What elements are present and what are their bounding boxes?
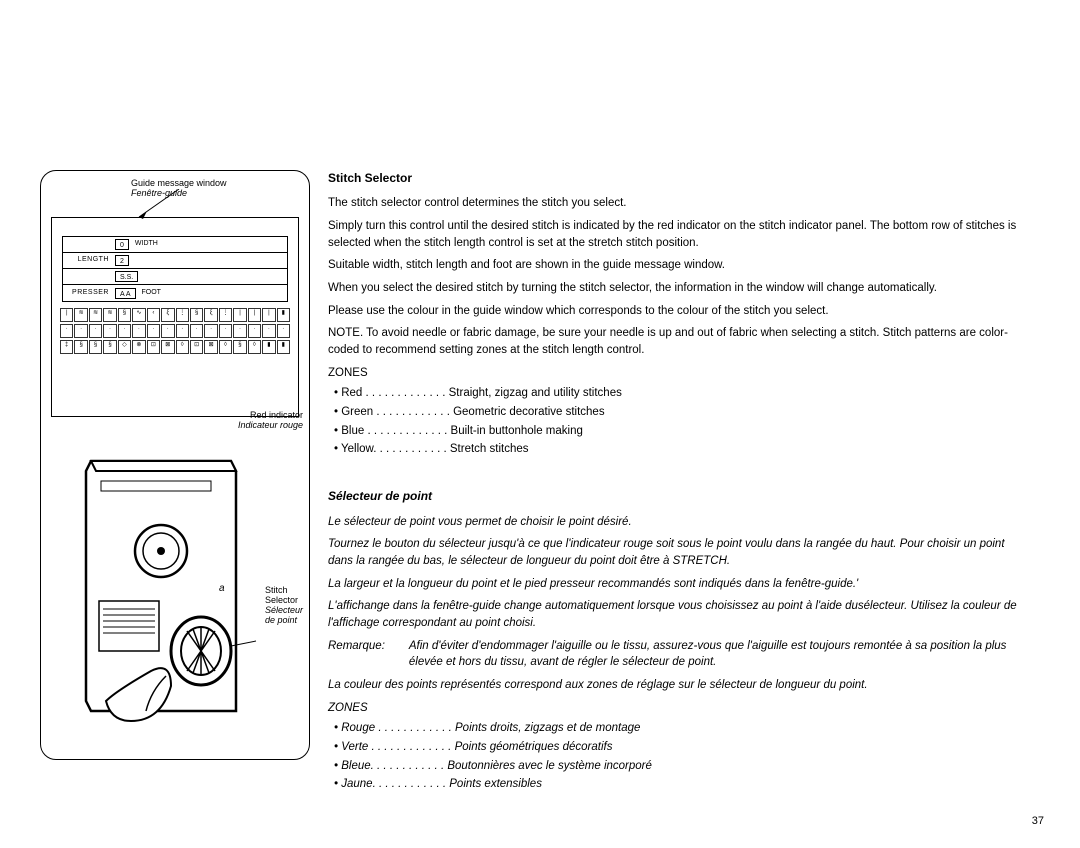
fr-zone-rouge: Rouge . . . . . . . . . . . . Points dro…: [334, 720, 1030, 737]
en-title: Stitch Selector: [328, 170, 1030, 187]
stitch-pattern-rows: |≋≋≋§∿‹ξ⋮§ξ⋮|||▮ ················ ‡§§§◇⊗…: [60, 308, 290, 354]
guide-message-en: Guide message window: [131, 178, 227, 188]
en-zones-header: ZONES: [328, 365, 1030, 382]
panel-row-width: 0WIDTH: [63, 237, 287, 253]
svg-text:a: a: [219, 583, 225, 594]
fr-p3: La largeur et la longueur du point et le…: [328, 576, 1030, 593]
guide-panel: 0WIDTH LENGTH2 S.S. PRESSERA AFOOT |≋≋≋§…: [51, 217, 299, 417]
fr-p5: La couleur des points représentés corres…: [328, 677, 1030, 694]
stitch-selector-fr: Sélecteurde point: [265, 605, 303, 625]
fr-zone-jaune: Jaune. . . . . . . . . . . . Points exte…: [334, 776, 1030, 793]
panel-row-length: LENGTH2: [63, 253, 287, 269]
fr-remark: Remarque: Afin d'éviter d'endommager l'a…: [328, 638, 1030, 671]
stitch-selector-en: StitchSelector: [265, 585, 298, 605]
en-p4: When you select the desired stitch by tu…: [328, 280, 1030, 297]
page-content: Guide message window Fenêtre-guide 0WIDT…: [40, 170, 1040, 795]
en-zone-yellow: Yellow. . . . . . . . . . . . Stretch st…: [334, 441, 1030, 458]
panel-row-ss: S.S.: [63, 269, 287, 285]
red-indicator-fr: Indicateur rouge: [238, 420, 303, 430]
page-number: 37: [1032, 814, 1044, 830]
en-p6: NOTE. To avoid needle or fabric damage, …: [328, 325, 1030, 358]
fr-zone-verte: Verte . . . . . . . . . . . . . Points g…: [334, 739, 1030, 756]
diagram-box: Guide message window Fenêtre-guide 0WIDT…: [40, 170, 310, 760]
stitch-selector-callout: StitchSelector Sélecteurde point: [265, 586, 303, 626]
en-p5: Please use the colour in the guide windo…: [328, 303, 1030, 320]
fr-zone-bleue: Bleue. . . . . . . . . . . . Boutonnière…: [334, 758, 1030, 775]
right-column: Stitch Selector The stitch selector cont…: [328, 170, 1040, 795]
en-zone-blue: Blue . . . . . . . . . . . . . Built-in …: [334, 423, 1030, 440]
fr-remark-label: Remarque:: [328, 638, 385, 671]
en-p2: Simply turn this control until the desir…: [328, 218, 1030, 251]
fr-p4: L'affichange dans la fenêtre-guide chang…: [328, 598, 1030, 631]
red-indicator-label: Red indicator Indicateur rouge: [238, 411, 303, 431]
en-zone-green: Green . . . . . . . . . . . . Geometric …: [334, 404, 1030, 421]
en-p3: Suitable width, stitch length and foot a…: [328, 257, 1030, 274]
leader-line-icon: [129, 189, 189, 219]
fr-remark-body: Afin d'éviter d'endommager l'aiguille ou…: [409, 638, 1030, 671]
left-column: Guide message window Fenêtre-guide 0WIDT…: [40, 170, 310, 795]
red-indicator-en: Red indicator: [250, 410, 303, 420]
panel-inner: 0WIDTH LENGTH2 S.S. PRESSERA AFOOT: [62, 236, 288, 302]
en-zones-list: Red . . . . . . . . . . . . . Straight, …: [328, 385, 1030, 458]
fr-title: Sélecteur de point: [328, 488, 1030, 505]
en-p1: The stitch selector control determines t…: [328, 195, 1030, 212]
fr-p1: Le sélecteur de point vous permet de cho…: [328, 514, 1030, 531]
fr-zones-header: ZONES: [328, 700, 1030, 717]
fr-zones-list: Rouge . . . . . . . . . . . . Points dro…: [328, 720, 1030, 793]
en-zone-red: Red . . . . . . . . . . . . . Straight, …: [334, 385, 1030, 402]
panel-row-presser: PRESSERA AFOOT: [63, 285, 287, 301]
fr-p2: Tournez le bouton du sélecteur jusqu'à c…: [328, 536, 1030, 569]
sewing-machine-icon: a: [61, 451, 261, 731]
